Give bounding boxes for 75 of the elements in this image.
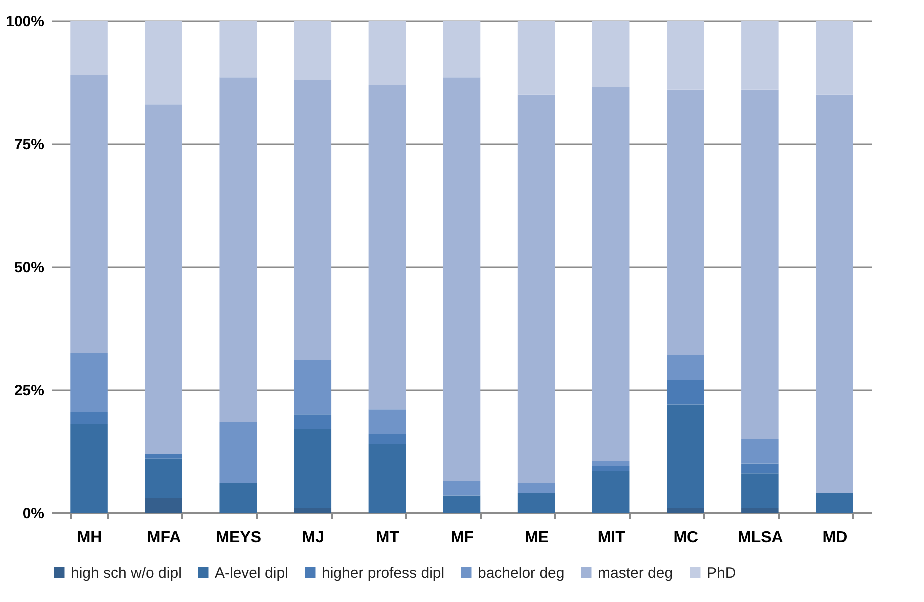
bar bbox=[294, 21, 332, 80]
bar bbox=[443, 78, 481, 482]
bar bbox=[742, 439, 779, 464]
bar bbox=[220, 21, 257, 78]
bar bbox=[518, 94, 556, 484]
bar bbox=[368, 444, 406, 513]
y-tick-label: 25% bbox=[14, 382, 44, 400]
bar bbox=[742, 21, 779, 90]
x-tick-label: ME bbox=[525, 530, 550, 546]
bar bbox=[443, 481, 481, 496]
bar bbox=[518, 493, 556, 513]
bar bbox=[816, 21, 854, 95]
bar bbox=[667, 404, 704, 508]
x-tick-label: MLSA bbox=[738, 530, 784, 546]
bar bbox=[592, 461, 630, 466]
bar bbox=[368, 84, 406, 410]
bar bbox=[70, 412, 108, 424]
bar bbox=[667, 356, 704, 380]
bar bbox=[145, 498, 182, 513]
bar bbox=[518, 483, 556, 494]
bar bbox=[816, 94, 854, 494]
x-tick-label: MJ bbox=[302, 530, 325, 546]
bar bbox=[667, 90, 704, 356]
y-tick-label: 100% bbox=[6, 14, 44, 30]
x-tick-label: MD bbox=[822, 530, 848, 546]
bar bbox=[667, 508, 704, 513]
bar bbox=[592, 87, 630, 462]
bar bbox=[294, 360, 332, 415]
legend-label: high sch w/o dipl bbox=[71, 564, 182, 582]
x-tick-label: MF bbox=[450, 530, 474, 546]
x-tick-label: MT bbox=[376, 530, 400, 546]
bar bbox=[70, 21, 108, 76]
bar bbox=[294, 508, 332, 513]
y-tick-label: 75% bbox=[14, 136, 44, 154]
bar bbox=[145, 104, 182, 454]
bar bbox=[70, 424, 108, 513]
bar bbox=[294, 429, 332, 508]
bar bbox=[70, 353, 108, 412]
legend-label: A-level dipl bbox=[215, 564, 288, 582]
bar bbox=[443, 21, 481, 78]
bar bbox=[145, 458, 182, 498]
legend-label: master deg bbox=[598, 564, 674, 582]
bar bbox=[742, 90, 779, 440]
x-tick-label: MIT bbox=[598, 530, 626, 546]
bar bbox=[220, 483, 257, 513]
y-tick-label: 0% bbox=[22, 506, 44, 522]
bar bbox=[592, 466, 630, 472]
bar bbox=[667, 380, 704, 405]
bar bbox=[220, 422, 257, 484]
bar bbox=[368, 21, 406, 85]
bar bbox=[294, 414, 332, 430]
bar bbox=[368, 410, 406, 434]
bar bbox=[742, 474, 779, 508]
y-tick-label: 50% bbox=[14, 260, 44, 276]
bar bbox=[145, 454, 182, 459]
bar bbox=[294, 80, 332, 360]
bar bbox=[70, 75, 108, 354]
bar bbox=[742, 464, 779, 474]
legend-label: bachelor deg bbox=[478, 564, 565, 582]
bar bbox=[220, 78, 257, 422]
x-tick-label: MH bbox=[77, 530, 102, 546]
legend-label: PhD bbox=[707, 564, 736, 582]
bar bbox=[443, 496, 481, 513]
bar bbox=[145, 21, 182, 105]
bar bbox=[592, 21, 630, 88]
bar bbox=[667, 21, 704, 90]
bar bbox=[592, 471, 630, 513]
x-tick-label: MEYS bbox=[216, 530, 262, 546]
bar bbox=[742, 508, 779, 513]
legend-label: higher profess dipl bbox=[322, 564, 445, 582]
bar bbox=[816, 493, 854, 513]
bar bbox=[368, 434, 406, 444]
x-tick-label: MFA bbox=[147, 530, 182, 546]
x-tick-label: MC bbox=[674, 530, 700, 546]
bar bbox=[518, 21, 556, 95]
